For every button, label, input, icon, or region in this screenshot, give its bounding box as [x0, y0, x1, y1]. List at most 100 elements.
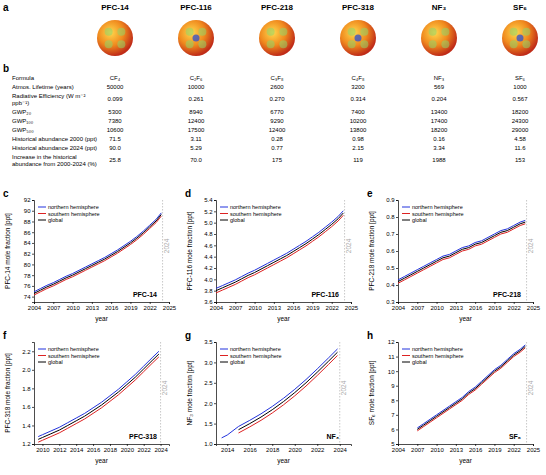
tick-label: 2012 [53, 447, 67, 453]
tick: 6 [391, 427, 398, 433]
tick-mark [396, 357, 398, 358]
tick-label: 2019 [488, 447, 502, 453]
table-cell: 0.314 [350, 96, 366, 102]
tick-mark [32, 254, 34, 255]
tick-mark [272, 444, 273, 446]
axis-line [214, 343, 217, 445]
tick: 2020 [289, 444, 303, 453]
tick: 2.5 [204, 380, 216, 386]
annotation: PFC-116 [311, 291, 339, 298]
tick: 92 [24, 197, 34, 203]
tick-label: 2024 [334, 447, 348, 453]
tick: 2.0 [204, 401, 216, 407]
table-cell: 2600 [270, 84, 284, 90]
tick-mark [396, 285, 398, 286]
tick-mark [227, 444, 228, 446]
tick-label: 0.6 [386, 248, 395, 254]
tick-mark [214, 268, 216, 269]
legend-label: northern hemisphere [48, 204, 99, 210]
table-cell: 0.270 [269, 96, 285, 102]
tick: 2013 [86, 302, 100, 311]
tick-label: 2010 [248, 305, 262, 311]
row-label: Radiative Efficiency (W m⁻²ppb⁻¹) [12, 93, 85, 106]
y-axis-title: PFC-14 mole fraction [ppt] [4, 213, 12, 289]
tick: 2010 [430, 444, 444, 453]
figure: aPFC-14PFC-116PFC-218PFC-318NF₃SF₆bFormu… [0, 0, 546, 475]
tick: 2016 [87, 444, 101, 453]
tick-label: 1.2 [22, 441, 31, 447]
tick-mark [274, 302, 275, 304]
tick-mark [32, 351, 34, 352]
tick-mark [32, 275, 34, 276]
y-axis: 1.21.41.61.82.02.2 [22, 343, 34, 448]
panel-letter: h [367, 330, 373, 341]
tick-mark [437, 302, 438, 304]
table-cell: 10000 [188, 84, 205, 90]
tick-label: 1.0 [204, 441, 213, 447]
table-cell: 0.98 [352, 136, 364, 142]
tick-label: 2004 [28, 305, 42, 311]
legend-swatch [38, 349, 46, 350]
tick-mark [32, 297, 34, 298]
tick-label: 2022 [138, 447, 152, 453]
legend-swatch [220, 349, 228, 350]
table-cell: 10200 [350, 118, 367, 124]
annotation: 2024 [163, 238, 170, 253]
table-cell: 18200 [512, 109, 529, 115]
legend-swatch [220, 362, 228, 363]
annotation: PFC-218 [493, 291, 521, 298]
tick-label: 2010 [66, 305, 80, 311]
table-cell: 1000 [513, 84, 527, 90]
tick: 12 [388, 339, 398, 345]
tick-label: 2020 [121, 447, 135, 453]
tick-mark [214, 383, 216, 384]
series-line [34, 214, 161, 293]
tick-label: 2025 [527, 305, 541, 311]
tick: 2018 [266, 444, 280, 453]
tick-mark [214, 279, 216, 280]
tick-label: 2022 [326, 305, 340, 311]
tick-mark [214, 257, 216, 258]
tick-mark [32, 370, 34, 371]
tick-label: 2022 [144, 305, 158, 311]
tick-label: 6 [391, 427, 395, 433]
tick-mark [93, 444, 94, 446]
tick: 5.4 [204, 197, 216, 203]
tick-mark [127, 444, 128, 446]
plot-area [222, 342, 340, 444]
tick-label: 2007 [229, 305, 243, 311]
tick: 8 [391, 398, 398, 404]
molecule-patch [198, 28, 206, 36]
molecule-patch [360, 40, 368, 48]
tick-label: 2016 [87, 447, 101, 453]
tick-label: 2022 [311, 447, 325, 453]
tick-label: 0.4 [386, 282, 395, 288]
tick: 0.4 [386, 282, 398, 288]
molecule-patch [360, 28, 368, 36]
tick: 4.8 [204, 231, 216, 237]
legend-swatch [402, 362, 410, 363]
tick-label: 12 [388, 339, 395, 345]
tick-mark [32, 243, 34, 244]
tick: 88 [24, 219, 34, 225]
tick-mark [214, 234, 216, 235]
tick-label: 2007 [411, 305, 425, 311]
tick-mark [214, 342, 216, 343]
tick-label: 3.6 [204, 299, 213, 305]
y-axis: 3.63.84.04.24.44.64.85.05.25.4 [204, 197, 216, 305]
tick: 2022 [144, 302, 158, 311]
series-line [38, 357, 159, 442]
molecule-body [178, 20, 214, 56]
tick-label: 11 [388, 354, 395, 360]
panel-letter: b [3, 63, 9, 74]
tick-mark [214, 223, 216, 224]
tick-mark [533, 444, 534, 446]
annotation: PFC-14 [133, 291, 157, 298]
molecule-patch [105, 40, 113, 48]
tick-label: 1.6 [22, 404, 31, 410]
tick: 5.2 [204, 209, 216, 215]
tick-mark [332, 302, 333, 304]
table-cell: 25.8 [109, 157, 121, 163]
chart-panel: 200420072010201320162019202220250.30.40.… [368, 197, 541, 323]
axis-line [396, 201, 399, 303]
